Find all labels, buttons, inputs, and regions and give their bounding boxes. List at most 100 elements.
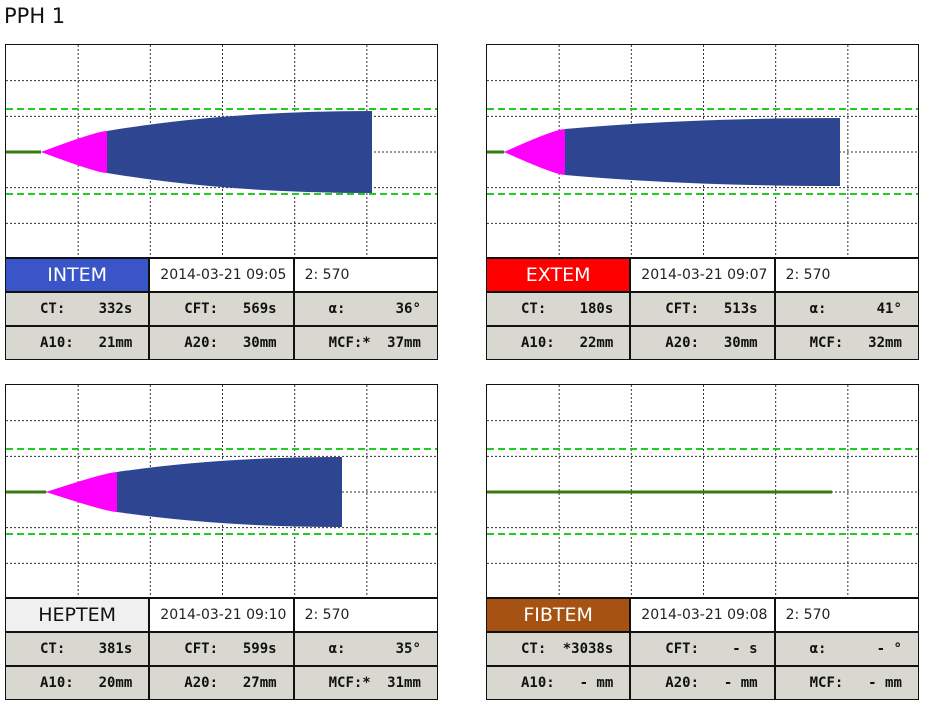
assay-name: INTEM: [5, 258, 150, 292]
parameter-label: CT:: [40, 301, 66, 317]
parameter-label: A10:: [40, 335, 74, 351]
result-panel: EXTEM 2014-03-21 09:07 2: 570 CT: 180s CFT: 51…: [486, 44, 919, 360]
parameter-label: CT:: [40, 641, 66, 657]
parameter-value: 21mm: [98, 335, 133, 351]
parameter-cell: CT: 381s: [5, 632, 150, 666]
parameter-cell: A10: 21mm: [5, 326, 150, 360]
parameter-label: α:: [328, 641, 346, 657]
panel-header: EXTEM 2014-03-21 09:07 2: 570: [486, 258, 919, 292]
panel-header: HEPTEM 2014-03-21 09:10 2: 570: [5, 598, 438, 632]
parameter-label: CT:: [521, 641, 547, 657]
parameter-label: α:: [809, 641, 827, 657]
parameter-cell: MCF:* 31mm: [293, 666, 438, 700]
parameter-cell: A20: 27mm: [149, 666, 294, 700]
parameter-row: CT: *3038s CFT: - s α: - °: [486, 632, 919, 666]
channel: 2: 570: [774, 258, 919, 292]
parameter-row: A10: - mm A20: - mm MCF: - mm: [486, 666, 919, 700]
parameter-value: 31mm: [387, 675, 421, 691]
panel-header: FIBTEM 2014-03-21 09:08 2: 570: [486, 598, 919, 632]
parameter-value: 180s: [579, 301, 614, 317]
parameter-cell: A10: 20mm: [5, 666, 150, 700]
parameter-value: 32mm: [868, 335, 902, 351]
parameter-label: CFT:: [184, 641, 219, 657]
parameter-cell: α: 36°: [293, 292, 438, 326]
temogram: [486, 44, 919, 258]
parameter-value: 27mm: [242, 675, 277, 691]
timestamp: 2014-03-21 09:08: [630, 598, 775, 632]
parameter-row: CT: 381s CFT: 599s α: 35°: [5, 632, 438, 666]
parameter-cell: MCF: - mm: [774, 666, 919, 700]
parameter-cell: CT: 332s: [5, 292, 150, 326]
parameter-row: A10: 20mm A20: 27mm MCF:* 31mm: [5, 666, 438, 700]
parameter-cell: α: - °: [774, 632, 919, 666]
parameter-value: 599s: [242, 641, 277, 657]
parameter-row: CT: 180s CFT: 513s α: 41°: [486, 292, 919, 326]
parameter-label: MCF:: [809, 675, 844, 691]
timestamp: 2014-03-21 09:10: [149, 598, 294, 632]
clot-initiation: [46, 472, 117, 512]
parameter-cell: MCF: 32mm: [774, 326, 919, 360]
clot-initiation: [504, 129, 565, 175]
parameter-value: 513s: [723, 301, 758, 317]
result-panel: FIBTEM 2014-03-21 09:08 2: 570 CT: *3038s CFT…: [486, 384, 919, 700]
parameter-label: MCF:: [809, 335, 844, 351]
result-panel: INTEM 2014-03-21 09:05 2: 570 CT: 332s CFT: 56…: [5, 44, 438, 360]
parameter-label: A10:: [521, 675, 555, 691]
parameter-cell: A20: 30mm: [149, 326, 294, 360]
parameter-value: 36°: [395, 301, 421, 317]
channel: 2: 570: [293, 598, 438, 632]
parameter-label: A20:: [184, 335, 219, 351]
parameter-label: MCF:*: [328, 675, 371, 691]
parameter-label: CFT:: [665, 641, 700, 657]
parameter-label: CFT:: [665, 301, 700, 317]
parameter-value: *3038s: [562, 641, 614, 657]
parameter-label: MCF:*: [328, 335, 371, 351]
parameter-label: A20:: [665, 675, 700, 691]
timestamp: 2014-03-21 09:05: [149, 258, 294, 292]
parameter-value: 30mm: [723, 335, 758, 351]
page-title: PPH 1: [4, 4, 66, 28]
parameter-label: A10:: [40, 675, 74, 691]
parameter-label: A20:: [184, 675, 219, 691]
parameter-cell: CT: 180s: [486, 292, 631, 326]
clot-firmness: [565, 118, 840, 186]
parameter-cell: α: 41°: [774, 292, 919, 326]
parameter-cell: CFT: - s: [630, 632, 775, 666]
parameter-label: A20:: [665, 335, 700, 351]
temogram: [5, 384, 438, 598]
parameter-cell: A20: 30mm: [630, 326, 775, 360]
parameter-value: 30mm: [242, 335, 277, 351]
parameter-cell: CFT: 513s: [630, 292, 775, 326]
parameter-cell: A10: 22mm: [486, 326, 631, 360]
parameter-value: - °: [876, 641, 902, 657]
channel: 2: 570: [293, 258, 438, 292]
panel-header: INTEM 2014-03-21 09:05 2: 570: [5, 258, 438, 292]
result-panel: HEPTEM 2014-03-21 09:10 2: 570 CT: 381s CFT: 5…: [5, 384, 438, 700]
parameter-value: - mm: [579, 675, 614, 691]
parameter-label: A10:: [521, 335, 555, 351]
timestamp: 2014-03-21 09:07: [630, 258, 775, 292]
parameter-value: 37mm: [387, 335, 421, 351]
channel: 2: 570: [774, 598, 919, 632]
parameter-value: - s: [732, 641, 758, 657]
parameter-value: 332s: [98, 301, 133, 317]
parameter-label: α:: [809, 301, 827, 317]
parameter-cell: MCF:* 37mm: [293, 326, 438, 360]
parameter-cell: CT: *3038s: [486, 632, 631, 666]
parameter-cell: CFT: 599s: [149, 632, 294, 666]
parameter-value: - mm: [868, 675, 902, 691]
clot-firmness: [107, 111, 372, 193]
parameter-value: 22mm: [579, 335, 614, 351]
clot-initiation: [41, 131, 107, 173]
parameter-row: A10: 21mm A20: 30mm MCF:* 37mm: [5, 326, 438, 360]
parameter-value: 35°: [395, 641, 421, 657]
parameter-cell: CFT: 569s: [149, 292, 294, 326]
parameter-cell: A10: - mm: [486, 666, 631, 700]
assay-name: HEPTEM: [5, 598, 150, 632]
clot-firmness: [117, 457, 342, 527]
parameter-value: 381s: [98, 641, 133, 657]
parameter-label: CT:: [521, 301, 547, 317]
parameter-cell: A20: - mm: [630, 666, 775, 700]
parameter-row: CT: 332s CFT: 569s α: 36°: [5, 292, 438, 326]
